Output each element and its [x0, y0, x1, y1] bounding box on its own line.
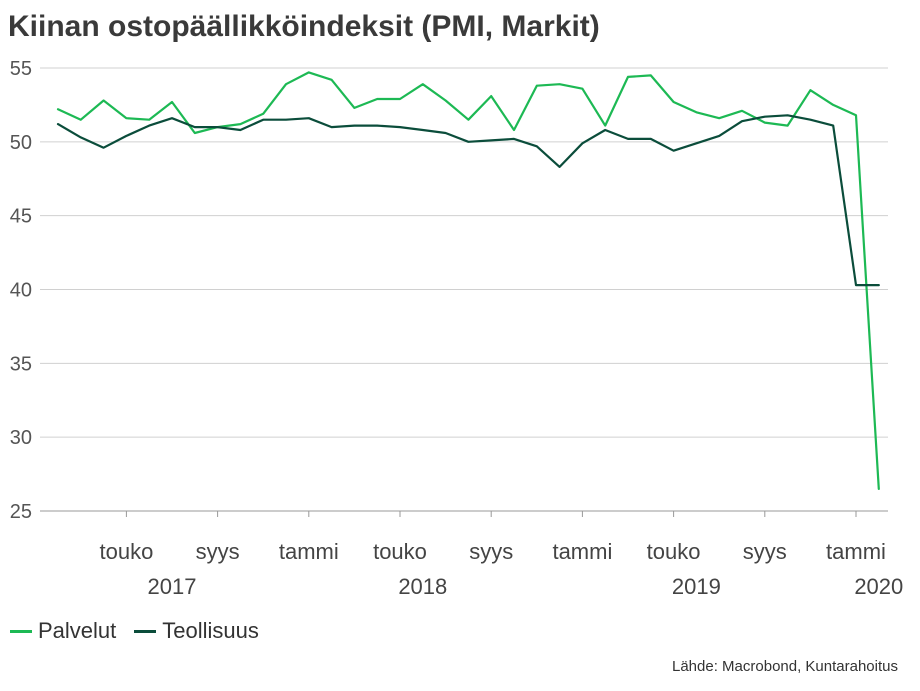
series-line-palvelut: [56, 71, 880, 490]
x-axis: touko syys tammi touko syys tammi touko syys tam…: [99, 511, 903, 599]
y-tick-label: 30: [10, 427, 32, 449]
x-year-label: 2019: [672, 574, 721, 599]
x-tick-label: tammi: [826, 539, 886, 564]
x-year-label: 2018: [398, 574, 447, 599]
y-axis: 25 30 35 40 45 50 55: [10, 58, 32, 523]
y-tick-label: 25: [10, 501, 32, 523]
x-tick-label: syys: [196, 539, 240, 564]
legend-item-palvelut: Palvelut: [10, 618, 116, 644]
y-tick-label: 45: [10, 206, 32, 228]
legend-item-teollisuus: Teollisuus: [134, 618, 259, 644]
y-tick-label: 40: [10, 280, 32, 302]
x-tick-label: tammi: [279, 539, 339, 564]
x-tick-label: touko: [373, 539, 427, 564]
y-tick-label: 35: [10, 353, 32, 375]
grid: [40, 67, 888, 512]
legend-swatch-palvelut: [10, 629, 32, 633]
legend-label-teollisuus: Teollisuus: [162, 618, 259, 643]
source-note: Lähde: Macrobond, Kuntarahoitus: [672, 658, 898, 675]
x-tick-label: touko: [99, 539, 153, 564]
legend: Palvelut Teollisuus: [10, 618, 259, 644]
x-tick-label: touko: [647, 539, 701, 564]
x-tick-label: tammi: [552, 539, 612, 564]
line-chart: 25 30 35 40 45 50 55 touko syys tammi touko syys ta…: [10, 58, 904, 599]
x-year-label: 2017: [148, 574, 197, 599]
legend-swatch-teollisuus: [134, 629, 157, 633]
chart-title: Kiinan ostopäällikköindeksit (PMI, Marki…: [8, 10, 600, 43]
series-lines: [56, 71, 880, 490]
x-year-label: 2020: [854, 574, 903, 599]
legend-label-palvelut: Palvelut: [38, 618, 117, 643]
y-tick-label: 50: [10, 132, 32, 154]
x-tick-label: syys: [469, 539, 513, 564]
y-tick-label: 55: [10, 58, 32, 80]
series-line-teollisuus: [56, 114, 880, 287]
x-tick-label: syys: [743, 539, 787, 564]
